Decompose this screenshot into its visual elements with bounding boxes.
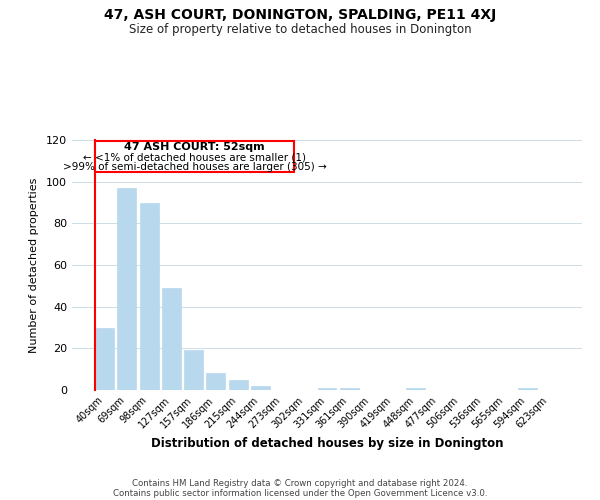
- Bar: [95, 328, 114, 390]
- Text: >99% of semi-detached houses are larger (305) →: >99% of semi-detached houses are larger …: [62, 162, 326, 172]
- Text: Size of property relative to detached houses in Donington: Size of property relative to detached ho…: [128, 22, 472, 36]
- Text: Contains HM Land Registry data © Crown copyright and database right 2024.: Contains HM Land Registry data © Crown c…: [132, 478, 468, 488]
- Bar: [184, 350, 203, 390]
- Bar: [518, 388, 536, 390]
- Y-axis label: Number of detached properties: Number of detached properties: [29, 178, 39, 352]
- Bar: [340, 388, 359, 390]
- X-axis label: Distribution of detached houses by size in Donington: Distribution of detached houses by size …: [151, 436, 503, 450]
- Bar: [229, 380, 248, 390]
- Bar: [162, 288, 181, 390]
- Text: 47 ASH COURT: 52sqm: 47 ASH COURT: 52sqm: [124, 142, 265, 152]
- Bar: [251, 386, 270, 390]
- Bar: [317, 388, 337, 390]
- Text: 47, ASH COURT, DONINGTON, SPALDING, PE11 4XJ: 47, ASH COURT, DONINGTON, SPALDING, PE11…: [104, 8, 496, 22]
- Bar: [95, 141, 293, 172]
- Bar: [118, 188, 136, 390]
- Bar: [406, 388, 425, 390]
- Bar: [140, 202, 158, 390]
- Bar: [206, 374, 225, 390]
- Text: ← <1% of detached houses are smaller (1): ← <1% of detached houses are smaller (1): [83, 152, 306, 162]
- Text: Contains public sector information licensed under the Open Government Licence v3: Contains public sector information licen…: [113, 488, 487, 498]
